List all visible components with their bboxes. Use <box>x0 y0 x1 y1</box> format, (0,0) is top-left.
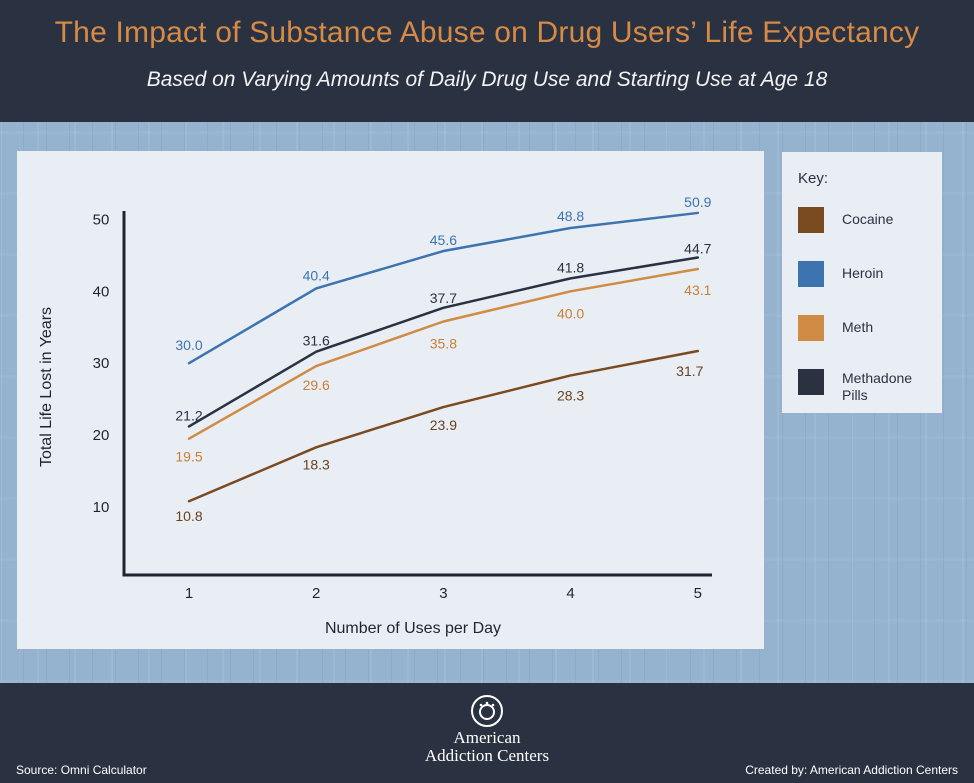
data-label-heroin: 45.6 <box>430 232 457 248</box>
data-label-heroin: 50.9 <box>684 194 711 210</box>
data-label-meth: 40.0 <box>557 305 584 321</box>
source-note: Source: Omni Calculator <box>16 763 147 777</box>
data-label-meth: 35.8 <box>430 335 457 351</box>
x-tick-label: 1 <box>185 585 193 602</box>
data-label-methadone-pills: 41.8 <box>557 259 584 275</box>
credit-note: Created by: American Addiction Centers <box>745 763 958 777</box>
data-label-cocaine: 28.3 <box>557 387 584 403</box>
line-chart: 10 20 30 40 50 1 2 3 4 5 Number of Uses per Day Tot… <box>38 194 712 637</box>
x-tick-label: 3 <box>439 585 447 602</box>
chart-subtitle: Based on Varying Amounts of Daily Drug U… <box>146 68 828 91</box>
data-label-methadone-pills: 21.2 <box>175 407 202 423</box>
legend-label: Meth <box>842 319 874 335</box>
legend-swatch-heroin <box>798 261 824 287</box>
logo-icon <box>471 695 503 727</box>
y-tick-label: 40 <box>93 283 110 300</box>
legend-title: Key: <box>798 170 829 187</box>
series-line-meth <box>187 267 700 440</box>
header: The Impact of Substance Abuse on Drug Us… <box>0 0 974 122</box>
data-label-methadone-pills: 44.7 <box>684 241 711 257</box>
x-axis-label: Number of Uses per Day <box>325 620 501 637</box>
data-label-methadone-pills: 31.6 <box>303 333 330 349</box>
legend-swatch-cocaine <box>798 207 824 233</box>
footer: American Addiction Centers Source: Omni … <box>0 683 974 783</box>
y-tick-label: 20 <box>93 427 110 444</box>
data-label-cocaine: 18.3 <box>303 456 330 472</box>
logo-text-line2: Addiction Centers <box>424 746 550 765</box>
legend-swatch-methadone-pills <box>798 369 824 395</box>
y-tick-label: 10 <box>93 499 110 516</box>
legend-label: Cocaine <box>842 211 894 227</box>
series-line-cocaine <box>187 349 700 503</box>
y-axis-label: Total Life Lost in Years <box>38 307 55 467</box>
legend-label: Heroin <box>842 265 884 281</box>
chart-panel: 10 20 30 40 50 1 2 3 4 5 Number of Uses per Day Tot… <box>17 151 764 649</box>
x-tick-label: 5 <box>694 585 702 602</box>
chart-title: The Impact of Substance Abuse on Drug Us… <box>54 16 920 49</box>
series-line-heroin <box>187 211 700 365</box>
data-label-heroin: 40.4 <box>303 267 330 283</box>
data-label-meth: 43.1 <box>684 282 711 298</box>
legend-label: Methadone Pills <box>842 370 913 403</box>
data-label-meth: 29.6 <box>303 377 330 393</box>
data-label-heroin: 30.0 <box>175 337 202 353</box>
y-tick-label: 30 <box>93 355 110 372</box>
data-label-methadone-pills: 37.7 <box>430 290 457 306</box>
legend-swatch-meth <box>798 315 824 341</box>
logo-text-line1: American <box>453 728 521 747</box>
legend: Key: Cocaine Heroin Meth Methadone Pills <box>782 152 942 413</box>
data-label-heroin: 48.8 <box>557 208 584 224</box>
y-tick-label: 50 <box>93 211 110 228</box>
x-tick-label: 2 <box>312 585 320 602</box>
data-label-cocaine: 23.9 <box>430 417 457 433</box>
data-label-cocaine: 31.7 <box>676 363 703 379</box>
data-label-meth: 19.5 <box>175 449 202 465</box>
series-line-methadone-pills <box>187 256 700 428</box>
logo <box>0 695 974 732</box>
x-tick-label: 4 <box>566 585 574 602</box>
data-label-cocaine: 10.8 <box>175 508 202 524</box>
